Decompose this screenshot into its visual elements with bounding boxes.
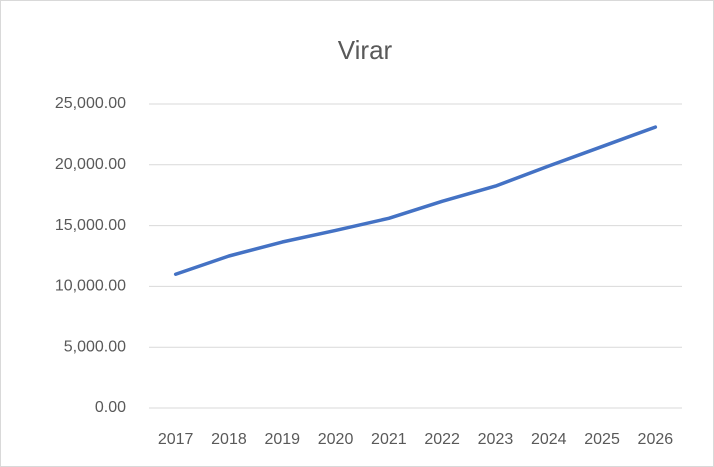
chart-title: Virar [338,35,393,65]
y-tick-label: 15,000.00 [55,217,126,234]
x-tick-label: 2019 [264,431,300,448]
x-tick-label: 2026 [638,431,674,448]
x-tick-label: 2021 [371,431,407,448]
x-tick-label: 2020 [318,431,354,448]
y-tick-label: 20,000.00 [55,156,126,173]
x-tick-label: 2022 [424,431,460,448]
y-tick-label: 25,000.00 [55,95,126,112]
y-tick-label: 0.00 [95,399,126,416]
x-tick-label: 2025 [584,431,620,448]
x-tick-label: 2017 [158,431,194,448]
line-series [173,125,658,276]
x-tick-label: 2018 [211,431,247,448]
y-tick-label: 10,000.00 [55,278,126,295]
x-tick-label: 2024 [531,431,567,448]
y-tick-label: 5,000.00 [64,338,126,355]
x-tick-label: 2023 [478,431,514,448]
